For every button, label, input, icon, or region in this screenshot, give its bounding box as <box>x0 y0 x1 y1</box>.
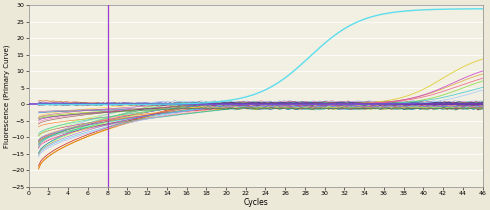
Y-axis label: Fluorescence (Primary Curve): Fluorescence (Primary Curve) <box>3 45 10 148</box>
X-axis label: Cycles: Cycles <box>243 198 268 206</box>
